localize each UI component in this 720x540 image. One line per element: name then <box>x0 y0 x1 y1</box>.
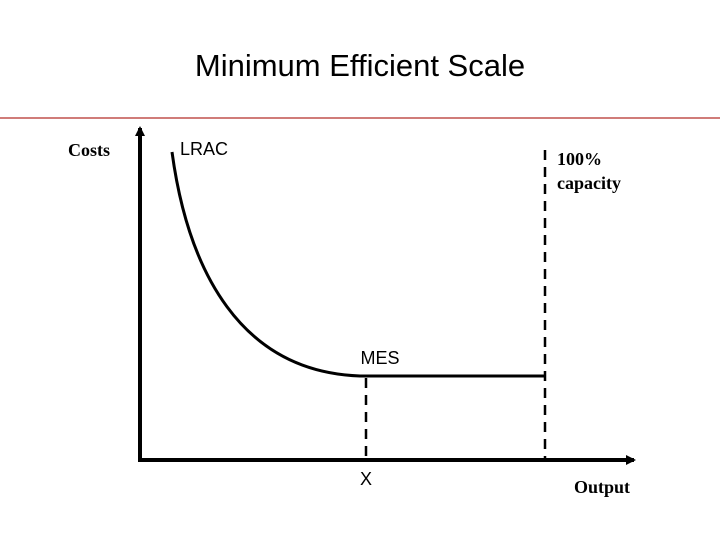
y-axis-label: Costs <box>68 140 110 160</box>
lrac-curve <box>170 151 545 378</box>
capacity-label: 100% <box>557 149 602 169</box>
x-point-label: X <box>360 469 372 489</box>
mes-label: MES <box>360 348 399 368</box>
curve-label: LRAC <box>180 139 228 159</box>
slide-title: Minimum Efficient Scale <box>195 48 525 83</box>
x-axis-label: Output <box>574 477 630 497</box>
capacity-label: capacity <box>557 173 621 193</box>
